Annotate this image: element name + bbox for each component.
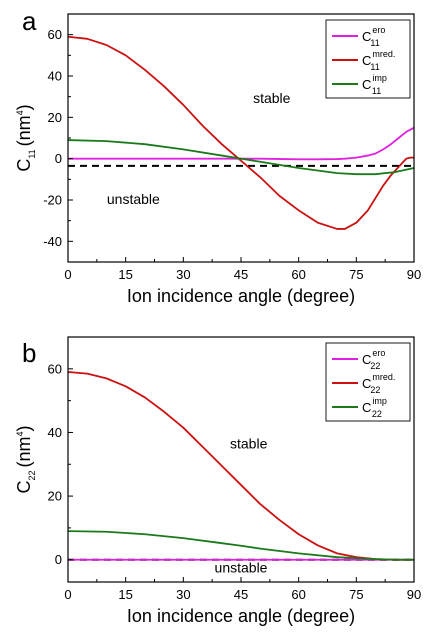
x-tick-label: 0: [64, 587, 71, 602]
legend-main: C: [362, 376, 371, 391]
x-axis-label: Ion incidence angle (degree): [127, 286, 355, 306]
legend-entry-mred: Cmred. 22: [362, 372, 395, 395]
legend-main: C: [362, 352, 371, 367]
legend-subscript: 11: [370, 62, 379, 72]
y-tick-label: -40: [43, 234, 62, 249]
legend-superscript: ero: [372, 25, 385, 35]
y-tick-label: 60: [48, 361, 62, 376]
x-axis-label: Ion incidence angle (degree): [127, 606, 355, 626]
y-tick-label: 0: [55, 552, 62, 567]
legend-entry-mred: Cmred. 11: [362, 49, 395, 72]
panel-label: a: [22, 6, 37, 36]
y-label-main: C: [14, 159, 34, 172]
y-label-unit: (nm: [14, 115, 34, 146]
x-tick-label: 15: [118, 267, 132, 282]
legend-superscript: mred.: [372, 49, 395, 59]
x-tick-label: 0: [64, 267, 71, 282]
legend-entry-imp: Cimp 22: [362, 396, 387, 419]
series-line-imp: [67, 139, 415, 176]
y-tick-label: 40: [48, 69, 62, 84]
y-label-close: ): [14, 104, 34, 110]
y-label-main: C: [14, 481, 34, 494]
series-line-imp: [67, 530, 414, 561]
y-label-subscript: 11: [27, 149, 37, 158]
legend-entry-imp: Cimp 11: [362, 73, 387, 96]
y-tick-label: -20: [43, 193, 62, 208]
x-tick-label: 45: [234, 267, 248, 282]
chart-panel-a: a 0 15 30 45 60 75 90 -40 -20 0 20 40 60 Ion incidence…: [14, 6, 421, 306]
y-label-superscript: 4: [15, 110, 25, 115]
legend-entry-ero: Cero 22: [362, 348, 385, 371]
y-tick-label: 60: [48, 27, 62, 42]
x-tick-label: 30: [176, 267, 190, 282]
x-tick-label: 75: [349, 587, 363, 602]
legend-superscript: ero: [372, 348, 385, 358]
region-label-stable: stable: [253, 90, 291, 106]
legend-superscript: mred.: [372, 372, 395, 382]
series-line-mred: [67, 35, 414, 230]
legend-subscript: 22: [370, 385, 380, 395]
x-tick-label: 60: [291, 267, 305, 282]
legend-superscript: imp: [372, 396, 387, 406]
x-tick-label: 90: [407, 587, 421, 602]
legend-subscript: 11: [370, 38, 379, 48]
y-tick-label: 40: [48, 425, 62, 440]
region-label-unstable: unstable: [215, 559, 268, 575]
x-tick-label: 45: [234, 587, 248, 602]
y-tick-label: 0: [55, 151, 62, 166]
series-line-ero: [68, 126, 415, 161]
legend-subscript: 22: [370, 361, 380, 371]
y-tick-label: 20: [48, 489, 62, 504]
x-tick-label: 90: [407, 267, 421, 282]
y-axis-label: C22 (nm4): [14, 425, 37, 493]
panel-label: b: [22, 338, 36, 368]
x-tick-label: 60: [291, 587, 305, 602]
x-tick-label: 15: [118, 587, 132, 602]
region-label-unstable: unstable: [107, 191, 160, 207]
y-label-superscript: 4: [15, 431, 25, 436]
legend-main: C: [362, 77, 371, 92]
legend-subscript: 22: [372, 409, 382, 419]
y-label-subscript: 22: [27, 471, 37, 481]
x-tick-label: 30: [176, 587, 190, 602]
y-axis-label: C11 (nm4): [14, 104, 37, 171]
y-label-unit: (nm: [14, 437, 34, 468]
legend-subscript: 11: [372, 86, 381, 96]
legend-superscript: imp: [372, 73, 387, 83]
legend-main: C: [362, 29, 371, 44]
y-tick-label: 20: [48, 110, 62, 125]
legend-main: C: [362, 53, 371, 68]
y-label-close: ): [14, 425, 34, 431]
series-line-mred: [67, 371, 414, 561]
legend-main: C: [362, 400, 371, 415]
region-label-stable: stable: [230, 435, 268, 451]
chart-panel-b: b 0 15 30 45 60 75 90 0 20 40 60 Ion incidence angle…: [14, 336, 421, 626]
legend-entry-ero: Cero 11: [362, 25, 385, 48]
x-tick-label: 75: [349, 267, 363, 282]
